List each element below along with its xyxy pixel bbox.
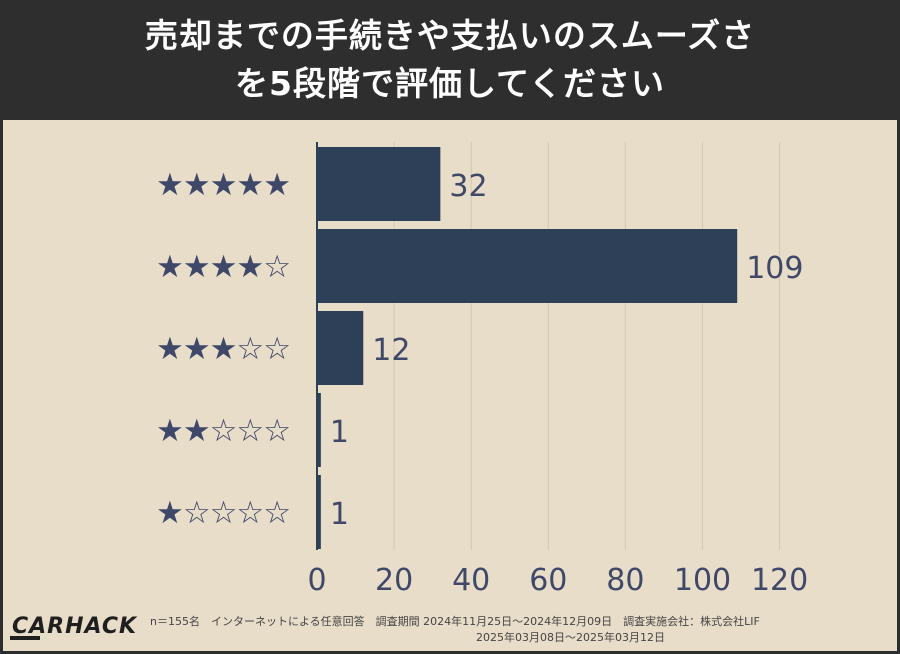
data-label: 1 [330,415,349,450]
category-label: ★☆☆☆☆ [156,495,290,531]
category-label: ★★★★☆ [156,249,290,285]
x-tick-label: 100 [674,563,731,598]
x-tick-label: 60 [529,563,567,598]
bar-4-star [317,229,738,303]
x-tick-label: 40 [452,563,490,598]
data-label: 109 [746,251,803,286]
x-tick-label: 20 [375,563,413,598]
bar-2-star [317,393,321,467]
title-line-2: を5段階で評価してください [235,64,665,103]
x-tick-label: 120 [751,563,808,598]
category-label: ★★★☆☆ [156,331,290,367]
category-label: ★★★★★ [156,167,290,203]
logo-underline [10,636,40,640]
category-label: ★★☆☆☆ [156,413,290,449]
data-label: 32 [449,169,487,204]
carhack-logo: CARHACK [10,614,138,640]
bar-chart: ★★★★★ 32★★★★☆ 109★★★☆☆ 12★★☆☆☆ 1★☆☆☆☆ 10 20 40 6… [156,142,808,598]
data-label: 12 [372,333,410,368]
data-label: 1 [330,497,349,532]
header: 売却までの手続きや支払いのスムーズさ を5段階で評価してください [0,0,900,120]
title-line-1: 売却までの手続きや支払いのスムーズさ [144,16,756,55]
bar-5-star [317,147,441,221]
bar-1-star [317,475,321,549]
survey-note-line-1: n＝155名 インターネットによる任意回答 調査期間 2024年11月25日～2… [150,615,760,628]
logo-text: CARHACK [12,614,138,639]
bar-3-star [317,311,364,385]
survey-note: n＝155名 インターネットによる任意回答 調査期間 2024年11月25日～2… [150,614,890,646]
x-tick-label: 80 [606,563,644,598]
x-tick-label: 0 [307,563,326,598]
survey-note-line-2: 2025年03月08日～2025年03月12日 [476,631,665,644]
